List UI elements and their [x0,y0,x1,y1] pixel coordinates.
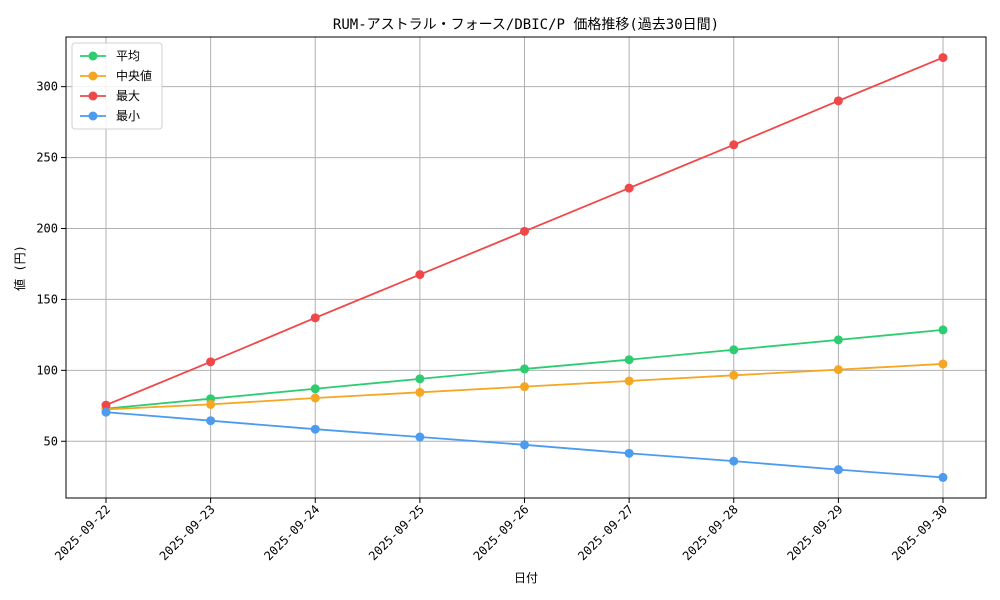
data-point [833,365,843,375]
y-axis-title: 値 (円) [12,245,27,291]
y-tick-label: 100 [36,363,58,377]
data-point [729,456,739,466]
legend-marker [88,51,98,61]
data-point [520,382,529,392]
data-point [729,370,739,380]
data-point [101,407,111,417]
legend-label: 最大 [116,89,140,103]
data-point [833,335,843,345]
data-point [624,448,634,458]
series-3 [101,407,948,482]
data-point [206,357,216,367]
legend-label: 平均 [116,49,140,63]
series-2 [101,53,948,410]
data-point [415,270,425,280]
data-point [415,387,425,397]
chart-title: RUM-アストラル・フォース/DBIC/P 価格推移(過去30日間) [333,17,719,33]
data-point [520,226,529,236]
data-point [938,325,948,335]
x-axis-title: 日付 [514,571,538,585]
legend-label: 最小 [116,109,140,123]
series-1 [101,359,948,414]
data-point [101,400,111,410]
data-point [520,364,529,374]
legend-label: 中央値 [116,68,152,83]
y-tick-label: 150 [36,292,58,306]
data-point [833,465,843,475]
data-point [206,399,216,409]
legend-marker [88,91,98,101]
data-point [833,96,843,106]
data-point [938,359,948,369]
legend-box [71,42,163,130]
data-point [310,393,320,403]
data-point [520,440,529,450]
data-point [310,424,320,434]
data-point [729,140,739,150]
data-point [624,376,634,386]
data-point [938,53,948,63]
y-tick-label: 200 [36,221,58,235]
legend-marker [88,111,98,121]
data-point [310,384,320,394]
y-tick-label: 50 [44,434,58,448]
data-point [415,432,425,442]
data-point [310,313,320,323]
legend-marker [88,71,98,81]
y-tick-label: 300 [36,80,58,94]
data-point [938,472,948,482]
data-point [624,355,634,365]
plot-area-frame [65,36,987,499]
series-group [101,53,948,482]
data-point [415,374,425,384]
data-point [624,183,634,193]
data-point [729,345,739,355]
y-tick-label: 250 [36,151,58,165]
data-point [206,416,216,426]
